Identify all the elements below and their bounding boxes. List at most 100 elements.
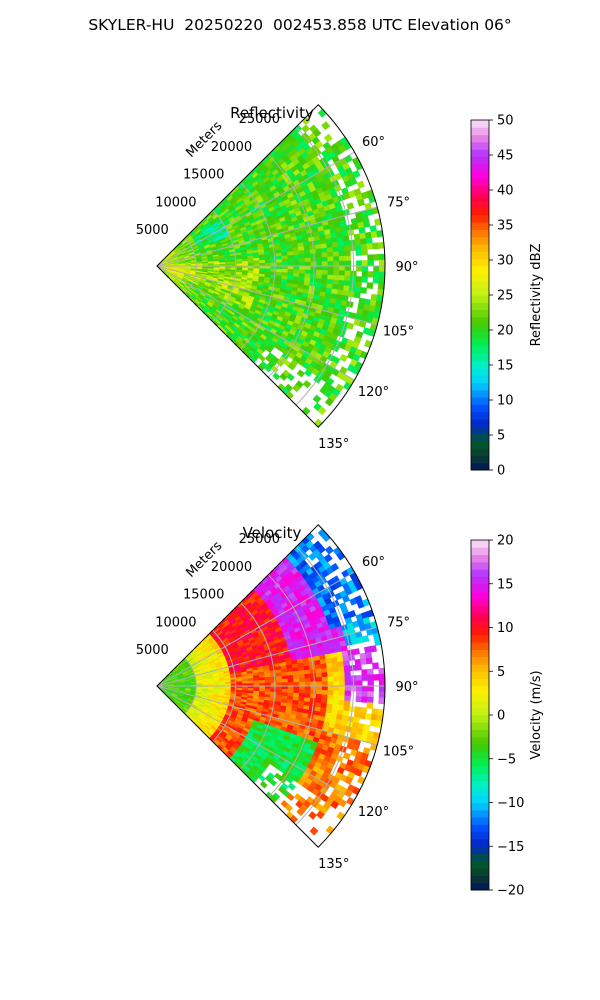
data-cell bbox=[377, 283, 385, 291]
data-cell bbox=[304, 685, 312, 691]
data-cell bbox=[355, 664, 362, 671]
colorbar-segment bbox=[471, 846, 489, 855]
angle-tick-label: 60° bbox=[362, 135, 385, 150]
data-cell bbox=[344, 250, 351, 257]
data-cell bbox=[339, 685, 346, 692]
data-cell bbox=[367, 691, 374, 698]
colorbar-segment bbox=[471, 678, 489, 687]
radial-tick-label: 10000 bbox=[155, 195, 196, 210]
data-cell bbox=[355, 276, 363, 283]
data-cell bbox=[344, 670, 351, 677]
data-cell bbox=[327, 690, 334, 696]
data-cell bbox=[327, 265, 335, 271]
data-cell bbox=[316, 265, 323, 271]
colorbar-segment bbox=[471, 353, 489, 362]
colorbar-segment bbox=[471, 780, 489, 789]
data-cell bbox=[343, 660, 351, 667]
colorbar-segment bbox=[471, 214, 489, 223]
radial-tick-label: 20000 bbox=[211, 560, 252, 575]
data-cell bbox=[360, 238, 368, 245]
data-cell bbox=[282, 682, 289, 687]
colorbar-segment bbox=[471, 540, 489, 548]
colorbar-tick-label: 40 bbox=[497, 184, 514, 199]
colorbar-tick-label: 20 bbox=[497, 324, 514, 339]
data-cell bbox=[287, 689, 295, 694]
data-cell bbox=[339, 265, 346, 272]
data-cell bbox=[338, 690, 346, 697]
angle-tick-label: 120° bbox=[358, 385, 389, 400]
data-cell bbox=[321, 685, 329, 691]
data-cell bbox=[372, 277, 380, 284]
colorbar-tick-label: 20 bbox=[497, 534, 514, 549]
data-cell bbox=[361, 249, 368, 256]
colorbar-segment bbox=[471, 787, 489, 796]
colorbar-segment bbox=[471, 433, 489, 442]
data-cell bbox=[327, 256, 334, 262]
data-cell bbox=[378, 277, 386, 285]
data-cell bbox=[304, 689, 312, 695]
data-cell bbox=[321, 672, 329, 678]
colorbar-label: Velocity (m/s) bbox=[529, 670, 544, 759]
data-cell bbox=[339, 353, 348, 363]
colorbar-segment bbox=[471, 192, 489, 201]
data-cell bbox=[344, 255, 352, 262]
data-cell bbox=[276, 679, 283, 684]
colorbar-segment bbox=[471, 462, 489, 471]
angle-tick-label: 75° bbox=[387, 195, 410, 210]
data-cell bbox=[315, 668, 323, 674]
radial-tick-label: 15000 bbox=[183, 588, 224, 603]
data-cell bbox=[372, 674, 380, 681]
data-cell bbox=[304, 269, 312, 275]
data-cell bbox=[312, 394, 322, 404]
colorbar-segment bbox=[471, 868, 489, 876]
data-cell bbox=[361, 265, 369, 272]
data-cell bbox=[343, 240, 351, 247]
colorbar-segment bbox=[471, 875, 489, 884]
data-cell bbox=[299, 261, 306, 267]
data-cell bbox=[259, 680, 266, 684]
data-cell bbox=[332, 246, 340, 253]
colorbar-segment bbox=[471, 418, 489, 427]
data-cell bbox=[302, 380, 312, 389]
data-cell bbox=[338, 255, 346, 262]
data-cell bbox=[293, 269, 300, 274]
data-cell bbox=[281, 255, 289, 260]
data-cell bbox=[367, 271, 374, 278]
data-cell bbox=[270, 679, 277, 684]
data-cell bbox=[365, 237, 373, 245]
data-cell bbox=[362, 220, 371, 228]
data-cell bbox=[282, 685, 289, 690]
data-cell bbox=[321, 265, 329, 271]
data-cell bbox=[355, 244, 362, 251]
data-cell bbox=[337, 661, 345, 668]
colorbar-segment bbox=[471, 375, 489, 383]
colorbar-segment bbox=[471, 302, 489, 311]
data-cell bbox=[327, 676, 334, 682]
data-cell bbox=[367, 674, 374, 681]
data-cell bbox=[331, 241, 339, 248]
data-cell bbox=[333, 680, 340, 687]
data-cell bbox=[287, 258, 295, 263]
colorbar-segment bbox=[471, 561, 489, 570]
colorbar-segment bbox=[471, 149, 489, 157]
data-cell bbox=[298, 677, 306, 683]
data-cell bbox=[338, 250, 346, 257]
data-cell bbox=[327, 251, 334, 258]
data-cell bbox=[354, 658, 362, 666]
data-cell bbox=[373, 265, 380, 273]
data-cell bbox=[352, 648, 361, 656]
data-cell bbox=[332, 666, 340, 673]
colorbar-segment bbox=[471, 576, 489, 585]
colorbar-segment bbox=[471, 120, 489, 128]
data-cell bbox=[361, 635, 370, 643]
colorbar-segment bbox=[471, 729, 489, 738]
data-cell bbox=[344, 260, 352, 267]
data-cell bbox=[356, 265, 363, 272]
colorbar-segment bbox=[471, 744, 489, 752]
data-cell bbox=[360, 287, 368, 294]
colorbar-segment bbox=[471, 693, 489, 701]
data-cell bbox=[372, 242, 379, 250]
data-cell bbox=[366, 668, 374, 676]
